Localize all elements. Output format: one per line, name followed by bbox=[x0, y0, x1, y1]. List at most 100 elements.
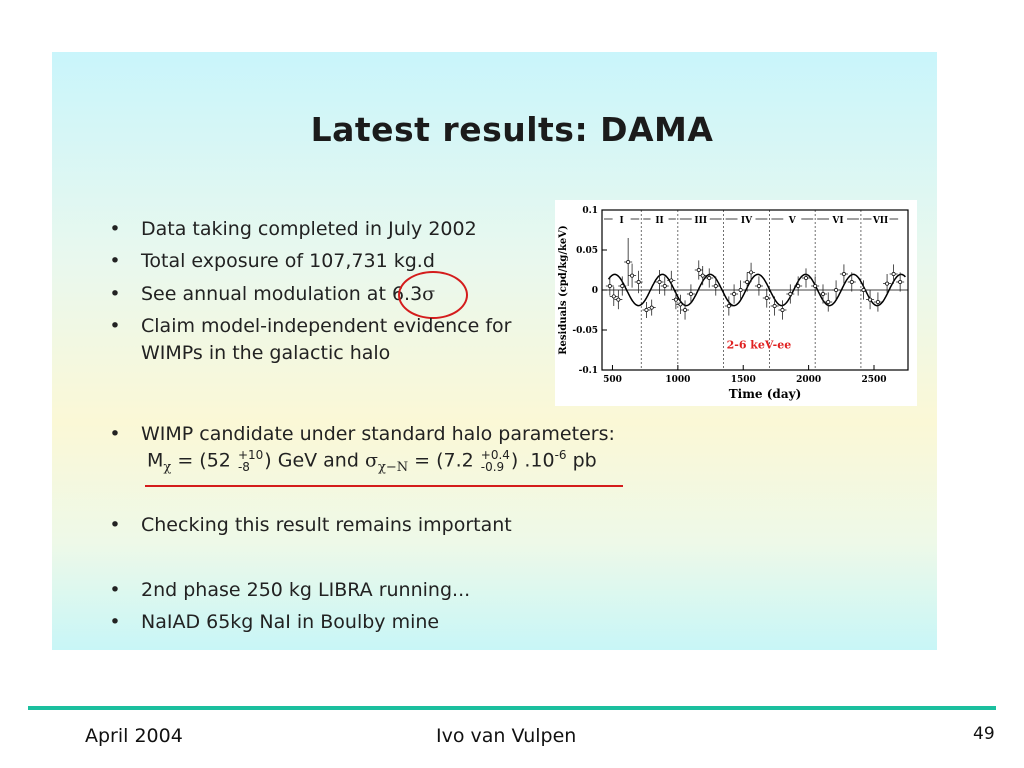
period-label: II bbox=[655, 216, 663, 226]
data-point bbox=[644, 308, 649, 312]
mass-error-down: -8 bbox=[237, 459, 250, 474]
cross-section-error-down: -0.9 bbox=[480, 459, 505, 474]
period-label-bg bbox=[650, 213, 669, 225]
mass-uncertainty: +10 -8 bbox=[238, 449, 263, 473]
period-label: IV bbox=[741, 216, 753, 226]
y-tick-label: 0.1 bbox=[582, 206, 598, 216]
period-label: I bbox=[620, 216, 624, 226]
period-label-bg bbox=[691, 213, 710, 225]
formula-text: = (52 bbox=[171, 449, 237, 472]
formula-text: = (7.2 bbox=[408, 449, 480, 472]
data-point bbox=[726, 304, 731, 308]
model-curve-group bbox=[607, 273, 906, 307]
data-point bbox=[745, 280, 750, 284]
bullet-text: Checking this result remains important bbox=[141, 514, 512, 536]
x-tick-label: 2500 bbox=[861, 375, 886, 385]
data-point bbox=[738, 288, 743, 292]
data-point bbox=[616, 297, 621, 302]
bullet-marker: • bbox=[109, 315, 121, 337]
data-point bbox=[713, 284, 718, 288]
data-point bbox=[657, 280, 662, 284]
period-markers: I II III IV V VI VII bbox=[604, 210, 899, 370]
data-point bbox=[732, 292, 737, 296]
cross-section-error-up: +0.4 bbox=[480, 447, 510, 462]
x-tick-label: 1500 bbox=[731, 375, 756, 385]
data-point bbox=[788, 292, 793, 296]
footer-author: Ivo van Vulpen bbox=[436, 725, 577, 747]
data-point bbox=[868, 297, 873, 302]
data-point bbox=[898, 280, 903, 284]
wimp-formula: Mχ = (52 +10 -8) GeV and σχ−N = (7.2 +0.4… bbox=[147, 448, 597, 475]
data-point bbox=[683, 308, 687, 312]
period-label-bg bbox=[783, 213, 802, 225]
data-point bbox=[678, 302, 683, 307]
y-tick-label: 0 bbox=[592, 286, 598, 296]
data-point bbox=[764, 296, 769, 300]
x-tick-label: 500 bbox=[603, 375, 622, 385]
period-label-bg bbox=[871, 213, 890, 225]
highlight-circle bbox=[398, 271, 468, 319]
data-point bbox=[662, 284, 667, 288]
y-tick-label: 0.05 bbox=[576, 246, 598, 256]
chart-svg: I II III IV V VI VII 0.10.050-0.05-0.1500 1000 1… bbox=[558, 206, 909, 401]
energy-window-label: 2-6 keV-ee bbox=[727, 338, 792, 351]
page-number: 49 bbox=[973, 724, 995, 744]
bullet-marker: • bbox=[109, 579, 121, 601]
bullet-marker: • bbox=[109, 611, 121, 633]
bullet-text: Data taking completed in July 2002 bbox=[141, 218, 477, 240]
bullet-marker: • bbox=[109, 250, 121, 272]
data-point bbox=[636, 280, 641, 284]
period-label: VI bbox=[831, 216, 843, 226]
data-point bbox=[756, 284, 761, 288]
data-point bbox=[891, 272, 896, 276]
period-label-bg bbox=[737, 213, 756, 225]
data-point bbox=[804, 276, 808, 280]
data-point bbox=[813, 284, 818, 288]
data-point bbox=[841, 272, 846, 276]
footer-divider bbox=[28, 706, 996, 710]
data-point bbox=[826, 300, 831, 304]
bullet-marker: • bbox=[109, 514, 121, 536]
x-tick-label: 1000 bbox=[665, 375, 690, 385]
sigma-symbol: σ bbox=[364, 449, 378, 472]
data-point bbox=[796, 284, 801, 288]
bullet-text-main: See annual modulation at bbox=[141, 283, 392, 305]
data-point bbox=[630, 273, 635, 278]
bullet-text: WIMP candidate under standard halo param… bbox=[141, 423, 615, 445]
data-point bbox=[696, 268, 701, 272]
mass-symbol: M bbox=[147, 449, 164, 472]
period-label-bg bbox=[612, 213, 631, 225]
red-underline bbox=[145, 485, 623, 487]
data-point bbox=[626, 260, 631, 264]
data-point bbox=[849, 280, 854, 284]
data-point bbox=[700, 273, 705, 278]
bullet-marker: • bbox=[109, 218, 121, 240]
y-tick-label: -0.1 bbox=[579, 366, 598, 376]
bullet-text-continuation: WIMPs in the galactic halo bbox=[141, 342, 391, 364]
bullet-marker: • bbox=[109, 283, 121, 305]
data-point bbox=[780, 308, 785, 312]
data-point bbox=[620, 284, 625, 288]
footer-date: April 2004 bbox=[85, 725, 183, 747]
mass-error-up: +10 bbox=[237, 447, 264, 462]
chi-n-subscript: χ−N bbox=[377, 460, 409, 476]
x-axis-label: Time (day) bbox=[729, 387, 802, 401]
data-point bbox=[688, 292, 693, 296]
chart-axes: 0.1 0.05 0 -0.05 -0.1 500 1000 1500 2000 2500 bbox=[572, 206, 886, 385]
x-tick-label: 2000 bbox=[796, 375, 821, 385]
bullet-marker: • bbox=[109, 423, 121, 445]
data-point bbox=[834, 288, 839, 292]
data-point bbox=[885, 281, 890, 286]
data-point bbox=[875, 300, 880, 304]
data-points bbox=[605, 238, 905, 320]
data-point bbox=[607, 284, 612, 288]
data-point bbox=[749, 270, 754, 275]
formula-text: ) GeV and bbox=[264, 449, 365, 472]
bullet-text: NaIAD 65kg NaI in Boulby mine bbox=[141, 611, 440, 633]
period-label: III bbox=[694, 216, 707, 226]
data-point bbox=[669, 278, 674, 283]
model-curve bbox=[607, 273, 906, 307]
data-point bbox=[673, 297, 678, 302]
data-point bbox=[611, 294, 616, 299]
formula-text: pb bbox=[566, 449, 597, 472]
